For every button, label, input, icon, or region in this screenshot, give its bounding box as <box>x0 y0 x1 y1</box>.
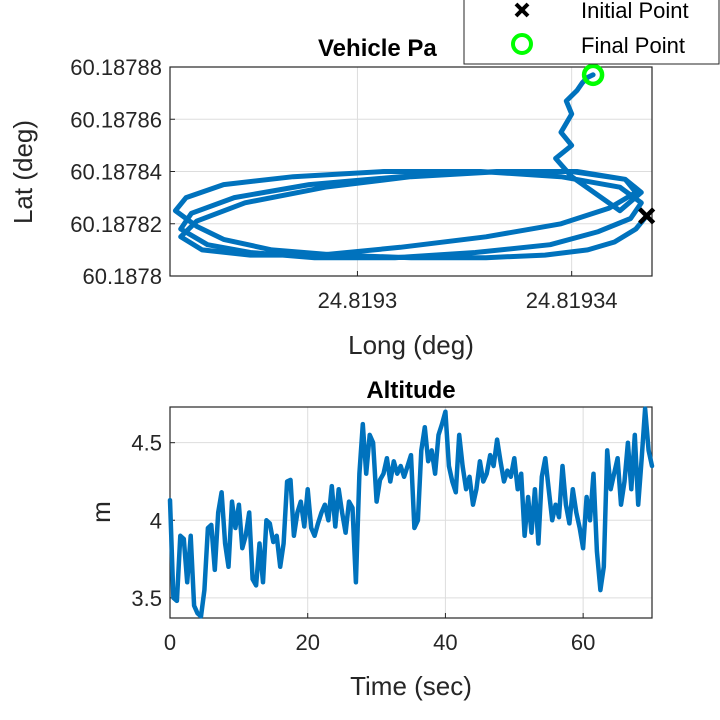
altitude-xlabel: Time (sec) <box>350 671 472 701</box>
altitude-series <box>167 406 655 619</box>
legend-initial-point-label: Initial Point <box>581 0 689 23</box>
y-tick-label: 60.18782 <box>70 212 162 237</box>
altitude-ticks: 0 20 40 60 3.5 4 4.5 <box>131 431 595 655</box>
vehicle-path-ylabel: Lat (deg) <box>8 120 38 224</box>
y-tick-label: 4 <box>150 508 162 533</box>
x-tick-label: 0 <box>164 630 176 655</box>
y-tick-label: 60.1878 <box>82 264 162 289</box>
vehicle-path-plot: 24.8193 24.81934 60.1878 60.18782 60.18784 60… <box>8 35 656 360</box>
x-tick-label: 40 <box>433 630 457 655</box>
legend-final-point-marker-icon <box>511 33 533 55</box>
altitude-plot: 0 20 40 60 3.5 4 4.5 Altitude Time (sec) m <box>86 377 655 701</box>
vehicle-path-series <box>172 72 650 261</box>
legend: Initial Point Final Point <box>463 0 720 65</box>
legend-box <box>463 0 720 65</box>
x-tick-label: 20 <box>295 630 319 655</box>
y-tick-label: 60.18788 <box>70 55 162 80</box>
series-line-0 <box>167 406 655 619</box>
altitude-ylabel: m <box>86 501 116 523</box>
y-tick-label: 60.18784 <box>70 160 162 185</box>
vehicle-path-ticks: 24.8193 24.81934 60.1878 60.18782 60.18784 60… <box>70 55 617 313</box>
y-tick-label: 3.5 <box>131 586 162 611</box>
altitude-plot-area <box>170 407 652 618</box>
x-tick-label: 60 <box>571 630 595 655</box>
initial-point-marker <box>638 207 656 225</box>
y-tick-label: 60.18786 <box>70 107 162 132</box>
x-tick-label: 24.8193 <box>318 288 398 313</box>
altitude-title: Altitude <box>366 377 455 404</box>
x-tick-label: 24.81934 <box>526 288 618 313</box>
series-line-0 <box>172 72 650 261</box>
legend-final-point-label: Final Point <box>581 33 685 58</box>
vehicle-path-title: Vehicle Pa <box>318 35 437 62</box>
vehicle-path-markers <box>581 63 656 225</box>
legend-initial-point-marker-icon <box>514 2 530 18</box>
y-tick-label: 4.5 <box>131 431 162 456</box>
vehicle-path-xlabel: Long (deg) <box>348 330 474 360</box>
final-point-marker <box>581 63 605 87</box>
